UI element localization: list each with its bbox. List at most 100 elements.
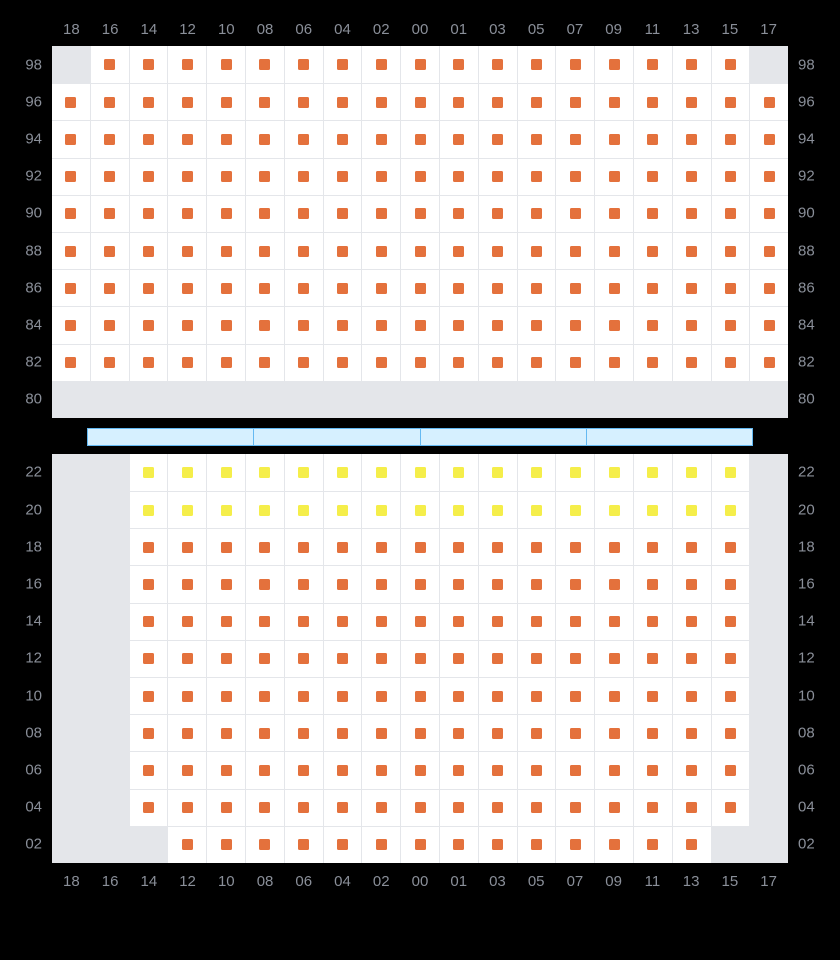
seat-cell[interactable]	[245, 83, 284, 120]
seat-marker[interactable]	[221, 467, 232, 478]
seat-marker[interactable]	[182, 728, 193, 739]
seat-cell[interactable]	[633, 454, 672, 491]
seat-marker[interactable]	[104, 171, 115, 182]
seat-cell[interactable]	[400, 158, 439, 195]
seat-marker[interactable]	[453, 208, 464, 219]
seat-marker[interactable]	[453, 839, 464, 850]
seat-marker[interactable]	[531, 208, 542, 219]
seat-marker[interactable]	[570, 579, 581, 590]
seat-marker[interactable]	[492, 839, 503, 850]
seat-cell[interactable]	[633, 120, 672, 157]
seat-marker[interactable]	[376, 542, 387, 553]
seat-cell[interactable]	[361, 714, 400, 751]
seat-marker[interactable]	[647, 505, 658, 516]
seat-marker[interactable]	[609, 171, 620, 182]
seat-marker[interactable]	[337, 616, 348, 627]
seat-cell[interactable]	[52, 158, 90, 195]
seat-cell[interactable]	[478, 751, 517, 788]
seat-marker[interactable]	[492, 97, 503, 108]
seat-cell[interactable]	[439, 83, 478, 120]
seat-marker[interactable]	[453, 97, 464, 108]
seat-marker[interactable]	[259, 579, 270, 590]
seat-cell[interactable]	[633, 565, 672, 602]
seat-cell[interactable]	[478, 232, 517, 269]
seat-marker[interactable]	[415, 579, 426, 590]
seat-cell[interactable]	[555, 789, 594, 826]
seat-cell[interactable]	[517, 344, 556, 381]
seat-cell[interactable]	[594, 195, 633, 232]
seat-cell[interactable]	[284, 306, 323, 343]
seat-marker[interactable]	[647, 357, 658, 368]
seat-cell[interactable]	[361, 195, 400, 232]
seat-cell[interactable]	[672, 306, 711, 343]
seat-marker[interactable]	[570, 171, 581, 182]
seat-cell[interactable]	[594, 528, 633, 565]
seat-marker[interactable]	[764, 171, 775, 182]
seat-cell[interactable]	[633, 269, 672, 306]
seat-marker[interactable]	[531, 320, 542, 331]
seat-cell[interactable]	[633, 528, 672, 565]
seat-marker[interactable]	[337, 691, 348, 702]
seat-marker[interactable]	[647, 134, 658, 145]
seat-marker[interactable]	[104, 134, 115, 145]
seat-cell[interactable]	[245, 120, 284, 157]
seat-marker[interactable]	[725, 246, 736, 257]
seat-cell[interactable]	[478, 565, 517, 602]
seat-marker[interactable]	[337, 839, 348, 850]
seat-marker[interactable]	[492, 357, 503, 368]
seat-marker[interactable]	[143, 728, 154, 739]
seat-cell[interactable]	[129, 789, 168, 826]
seat-cell[interactable]	[633, 46, 672, 83]
seat-marker[interactable]	[609, 246, 620, 257]
seat-cell[interactable]	[206, 269, 245, 306]
seat-marker[interactable]	[647, 208, 658, 219]
seat-cell[interactable]	[672, 714, 711, 751]
seat-marker[interactable]	[453, 728, 464, 739]
seat-marker[interactable]	[686, 505, 697, 516]
seat-marker[interactable]	[609, 728, 620, 739]
seat-cell[interactable]	[400, 603, 439, 640]
seat-marker[interactable]	[415, 802, 426, 813]
seat-marker[interactable]	[415, 208, 426, 219]
seat-cell[interactable]	[633, 158, 672, 195]
seat-marker[interactable]	[686, 579, 697, 590]
seat-cell[interactable]	[167, 306, 206, 343]
seat-cell[interactable]	[167, 158, 206, 195]
seat-cell[interactable]	[245, 826, 284, 863]
seat-marker[interactable]	[570, 357, 581, 368]
seat-marker[interactable]	[725, 653, 736, 664]
seat-marker[interactable]	[415, 134, 426, 145]
seat-cell[interactable]	[672, 677, 711, 714]
seat-cell[interactable]	[478, 158, 517, 195]
seat-marker[interactable]	[531, 765, 542, 776]
seat-cell[interactable]	[594, 565, 633, 602]
seat-cell[interactable]	[52, 232, 90, 269]
seat-marker[interactable]	[453, 616, 464, 627]
seat-cell[interactable]	[672, 454, 711, 491]
seat-marker[interactable]	[453, 505, 464, 516]
seat-marker[interactable]	[376, 839, 387, 850]
seat-marker[interactable]	[570, 208, 581, 219]
seat-marker[interactable]	[182, 802, 193, 813]
seat-marker[interactable]	[686, 357, 697, 368]
seat-marker[interactable]	[104, 246, 115, 257]
seat-marker[interactable]	[259, 320, 270, 331]
seat-cell[interactable]	[478, 789, 517, 826]
seat-cell[interactable]	[129, 195, 168, 232]
seat-cell[interactable]	[284, 120, 323, 157]
seat-marker[interactable]	[259, 616, 270, 627]
seat-marker[interactable]	[492, 59, 503, 70]
seat-marker[interactable]	[415, 542, 426, 553]
seat-cell[interactable]	[517, 565, 556, 602]
seat-marker[interactable]	[609, 134, 620, 145]
seat-cell[interactable]	[478, 269, 517, 306]
seat-marker[interactable]	[415, 246, 426, 257]
seat-cell[interactable]	[555, 528, 594, 565]
seat-cell[interactable]	[400, 195, 439, 232]
seat-marker[interactable]	[725, 542, 736, 553]
seat-marker[interactable]	[415, 728, 426, 739]
seat-marker[interactable]	[259, 97, 270, 108]
seat-marker[interactable]	[531, 616, 542, 627]
seat-marker[interactable]	[221, 246, 232, 257]
seat-marker[interactable]	[298, 765, 309, 776]
